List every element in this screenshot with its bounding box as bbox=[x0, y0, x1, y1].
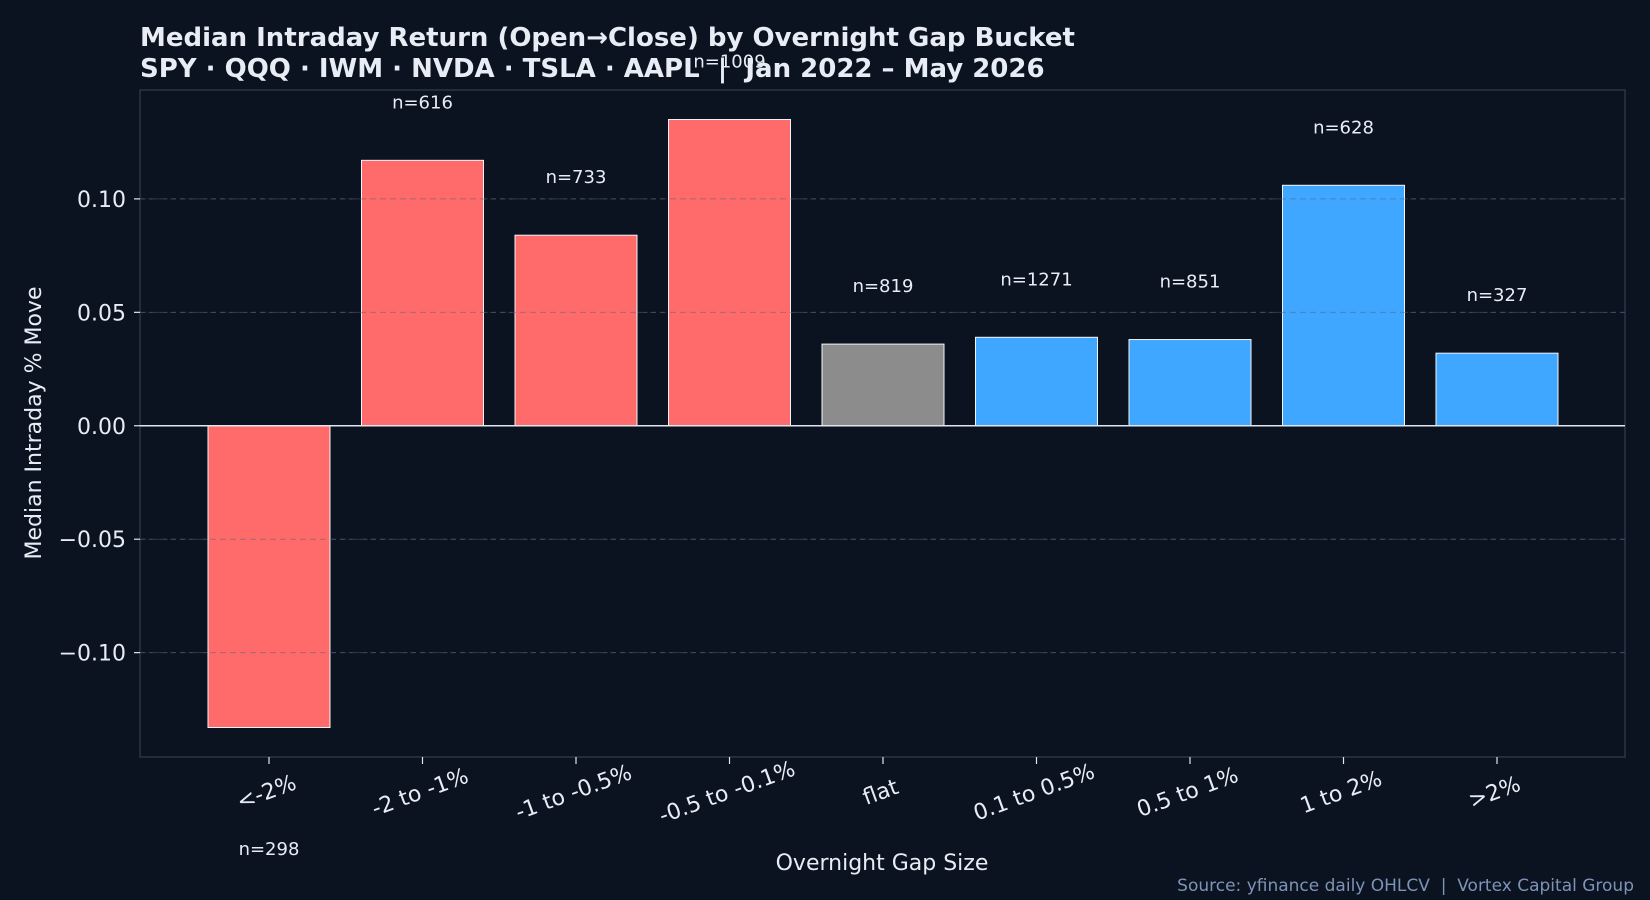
sample-size-labels: n=298 n=616 n=733 n=1009 n=819 n=1271 n=851 n=6… bbox=[239, 51, 1528, 860]
x-tick-label: -1 to -0.5% bbox=[512, 760, 635, 825]
x-tick-label: 0.5 to 1% bbox=[1134, 763, 1242, 823]
x-tick-label: -0.5 to -0.1% bbox=[656, 757, 799, 829]
bar bbox=[975, 336, 1098, 427]
bar bbox=[1128, 339, 1252, 427]
y-tick-label: 0.00 bbox=[77, 415, 126, 440]
sample-size-label: n=733 bbox=[546, 167, 607, 188]
chart-title: Median Intraday Return (Open→Close) by O… bbox=[140, 23, 1075, 53]
sample-size-label: n=1271 bbox=[1000, 269, 1072, 290]
bar bbox=[207, 425, 331, 729]
bar bbox=[1282, 184, 1405, 427]
x-tick-label: flat bbox=[860, 775, 903, 811]
bar bbox=[361, 159, 484, 427]
sample-size-label: n=298 bbox=[239, 839, 300, 860]
x-tick-label: -2 to -1% bbox=[369, 764, 472, 822]
sample-size-label: n=327 bbox=[1467, 285, 1528, 306]
x-axis-ticks: <-2% -2 to -1% -1 to -0.5% -0.5 to -0.1% fla… bbox=[234, 757, 1524, 829]
sample-size-label: n=628 bbox=[1313, 117, 1374, 138]
sample-size-label: n=1009 bbox=[693, 51, 765, 72]
x-tick-label: >2% bbox=[1465, 772, 1524, 814]
y-tick-label: 0.10 bbox=[77, 188, 126, 213]
sample-size-label: n=851 bbox=[1160, 272, 1221, 293]
y-tick-label: 0.05 bbox=[77, 301, 126, 326]
x-tick-label: 1 to 2% bbox=[1297, 767, 1385, 820]
y-tick-label: −0.10 bbox=[59, 642, 126, 667]
bar bbox=[821, 343, 945, 427]
y-axis-ticks: −0.10 −0.05 0.00 0.05 0.10 bbox=[59, 188, 140, 667]
y-axis-label: Median Intraday % Move bbox=[22, 287, 47, 560]
source-note: Source: yfinance daily OHLCV | Vortex Ca… bbox=[1177, 876, 1634, 896]
sample-size-label: n=819 bbox=[853, 276, 914, 297]
bars bbox=[140, 118, 1625, 729]
bar bbox=[514, 234, 638, 427]
y-tick-label: −0.05 bbox=[59, 528, 126, 553]
x-tick-label: <-2% bbox=[234, 771, 300, 815]
sample-size-label: n=616 bbox=[392, 92, 453, 113]
bar bbox=[668, 118, 791, 427]
x-tick-label: 0.1 to 0.5% bbox=[970, 759, 1098, 826]
x-axis-label: Overnight Gap Size bbox=[776, 851, 989, 876]
bar bbox=[1435, 352, 1559, 427]
chart-subtitle: SPY · QQQ · IWM · NVDA · TSLA · AAPL | J… bbox=[140, 54, 1045, 84]
